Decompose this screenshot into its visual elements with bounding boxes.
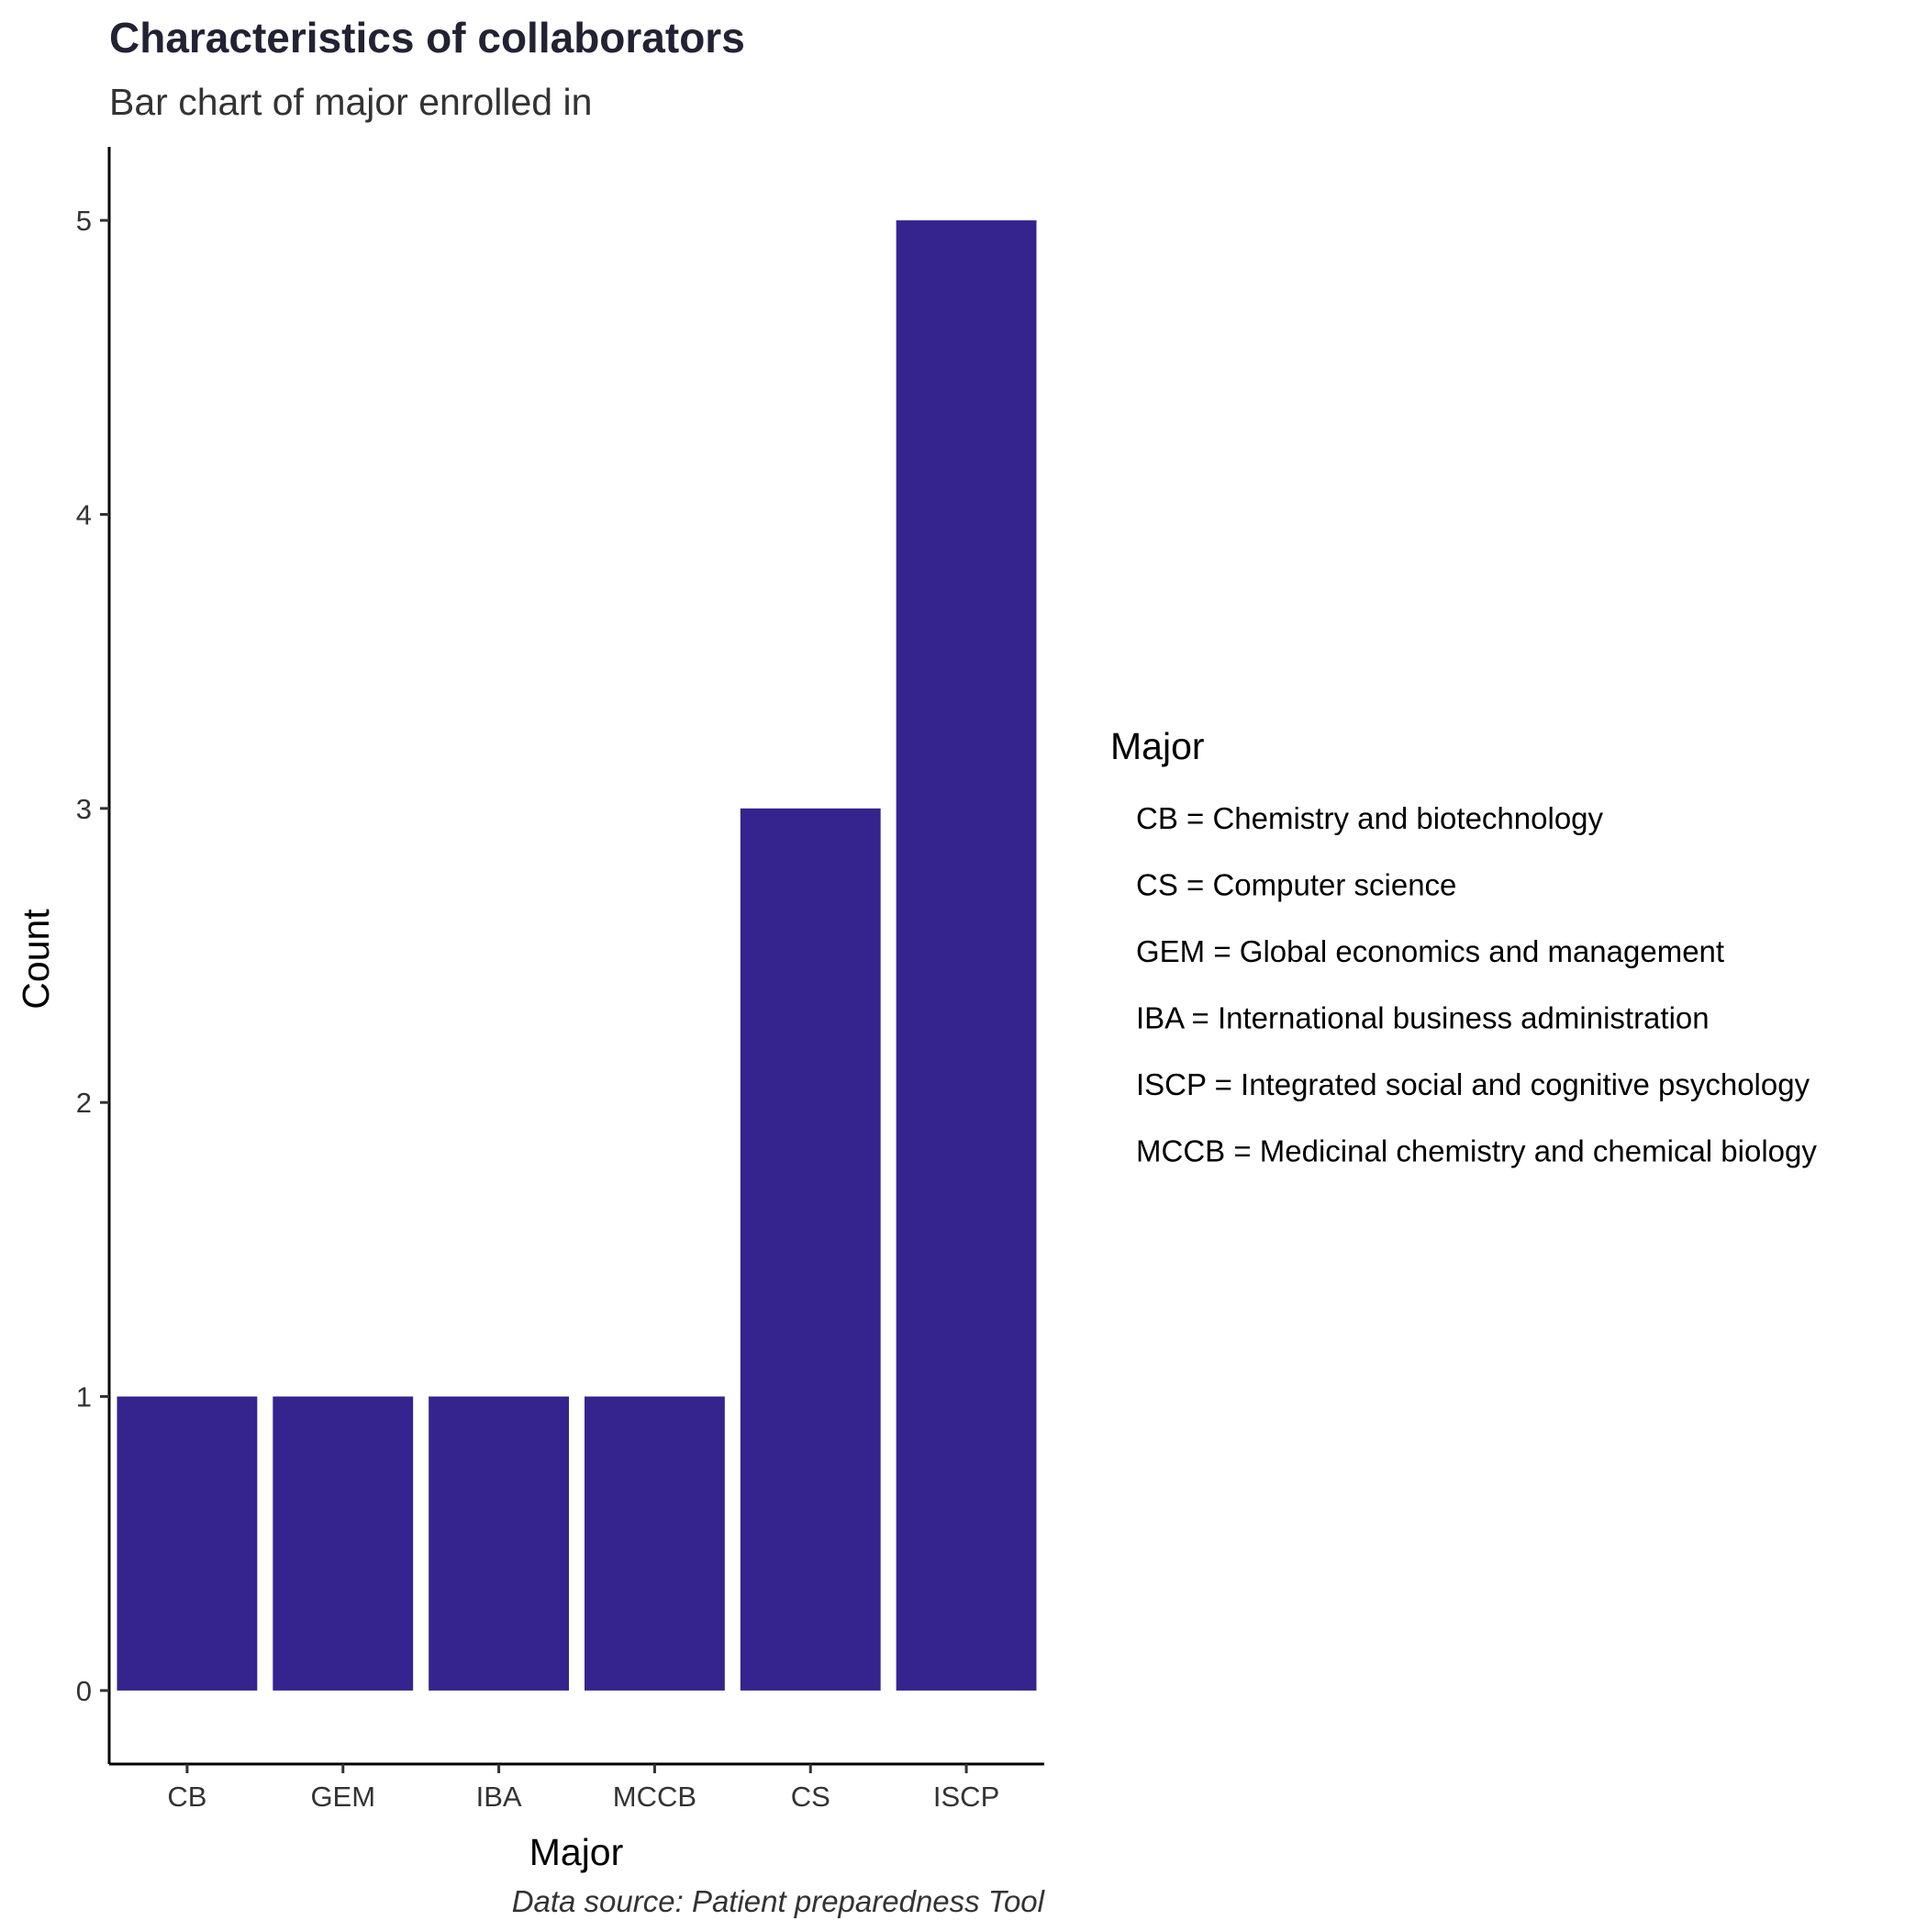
bar-gem [273,1396,414,1691]
y-tick-label: 0 [76,1675,92,1707]
legend-item: CS = Computer science [1136,868,1456,902]
bar-cs [740,808,881,1691]
legend-title: Major [1110,725,1205,767]
bar-iba [429,1396,570,1691]
bar-iscp [896,220,1037,1691]
chart-title: Characteristics of collaborators [109,14,745,61]
y-axis: 0 1 2 3 4 5 [76,147,111,1764]
y-tick-label: 4 [76,498,92,530]
legend-item: GEM = Global economics and management [1136,934,1724,968]
x-tick-label-gem: GEM [310,1781,375,1813]
x-tick-label-iscp: ISCP [933,1781,999,1813]
y-axis-title: Count [15,909,57,1010]
x-tick-label-iba: IBA [476,1781,522,1813]
bar-cb [117,1396,258,1691]
x-tick-label-cb: CB [167,1781,206,1813]
x-tick-label-mccb: MCCB [613,1781,696,1813]
y-tick-label: 2 [76,1087,92,1119]
legend-item: ISCP = Integrated social and cognitive p… [1136,1067,1810,1101]
bar-mccb [584,1396,725,1691]
caption: Data source: Patient preparedness Tool [512,1884,1046,1918]
chart-subtitle: Bar chart of major enrolled in [109,81,592,123]
y-tick-label: 3 [76,793,92,825]
legend-item: IBA = International business administrat… [1136,1001,1710,1035]
x-axis: CB GEM IBA MCCB CS ISCP [109,1762,1044,1813]
bars-layer [117,220,1037,1691]
legend-item: MCCB = Medicinal chemistry and chemical … [1136,1134,1817,1168]
legend: CB = Chemistry and biotechnology CS = Com… [1136,801,1817,1168]
legend-item: CB = Chemistry and biotechnology [1136,801,1604,835]
y-tick-label: 5 [76,205,92,237]
x-tick-label-cs: CS [791,1781,830,1813]
x-axis-title: Major [529,1831,624,1873]
y-tick-label: 1 [76,1381,92,1413]
